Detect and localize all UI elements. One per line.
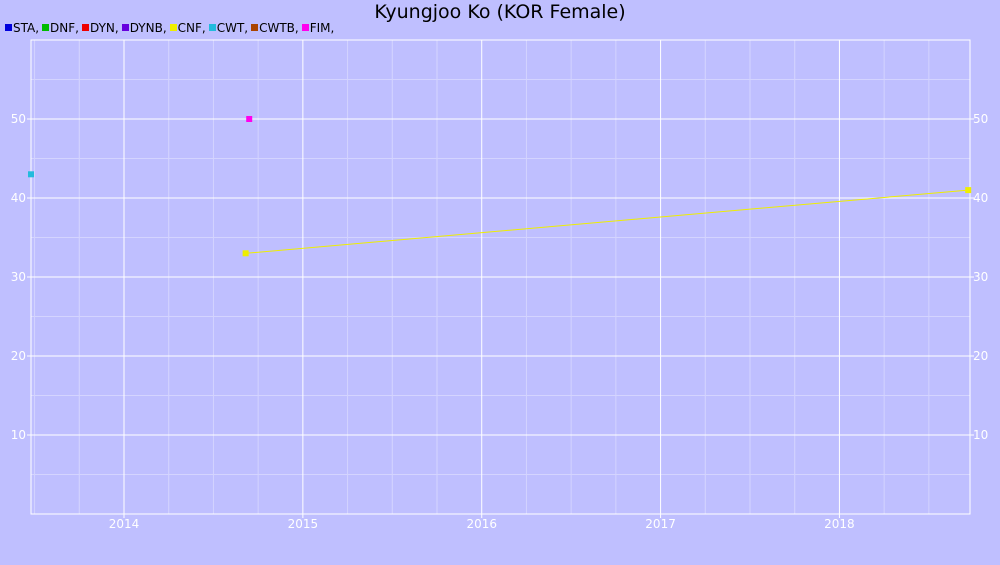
legend-item-dnf: DNF, bbox=[42, 21, 79, 35]
legend-label: DYN, bbox=[89, 21, 119, 35]
legend-swatch bbox=[81, 24, 89, 31]
legend-label: FIM, bbox=[309, 21, 335, 35]
legend-item-cwtb: CWTB, bbox=[251, 21, 299, 35]
y-tick-label: 40 bbox=[11, 191, 26, 205]
y-tick-label: 20 bbox=[11, 349, 26, 363]
y-tick-label: 30 bbox=[11, 270, 26, 284]
legend-label: DYNB, bbox=[129, 21, 167, 35]
legend-swatch bbox=[301, 24, 309, 31]
x-tick-label: 2015 bbox=[288, 517, 319, 531]
series-line-cnf bbox=[245, 189, 969, 254]
legend-label: DNF, bbox=[50, 21, 79, 35]
plot-frame bbox=[30, 39, 971, 515]
legend-item-sta: STA, bbox=[5, 21, 39, 35]
legend-item-cwt: CWT, bbox=[208, 21, 249, 35]
y-tick-label-right: 20 bbox=[973, 349, 988, 363]
legend-swatch bbox=[251, 24, 259, 31]
chart-title: Kyungjoo Ko (KOR Female) bbox=[374, 1, 626, 23]
y-tick-label-right: 50 bbox=[973, 112, 988, 126]
chart-legend: STA, DNF, DYN, DYNB, CNF, CWT, CWTB, FIM, bbox=[5, 21, 337, 35]
y-tick-label-right: 10 bbox=[973, 428, 988, 442]
y-tick-label-right: 40 bbox=[973, 191, 988, 205]
data-point-cwt bbox=[28, 171, 34, 178]
legend-item-dynb: DYNB, bbox=[121, 21, 167, 35]
y-tick-label-right: 30 bbox=[973, 270, 988, 284]
x-tick-label: 2014 bbox=[109, 517, 140, 531]
x-tick-label: 2018 bbox=[824, 517, 855, 531]
legend-swatch bbox=[121, 24, 129, 31]
y-tick-label: 50 bbox=[11, 112, 26, 126]
x-tick-label: 2017 bbox=[645, 517, 676, 531]
legend-item-fim: FIM, bbox=[301, 21, 335, 35]
legend-swatch bbox=[5, 24, 12, 31]
legend-item-dyn: DYN, bbox=[81, 21, 119, 35]
data-point-cnf bbox=[965, 187, 972, 194]
legend-label: CWTB, bbox=[259, 21, 299, 35]
legend-swatch bbox=[208, 24, 216, 31]
legend-label: CWT, bbox=[216, 21, 249, 35]
x-tick-label: 2016 bbox=[466, 517, 497, 531]
data-point-cnf bbox=[242, 250, 249, 257]
legend-swatch bbox=[169, 24, 177, 31]
legend-item-cnf: CNF, bbox=[169, 21, 206, 35]
legend-swatch bbox=[42, 24, 50, 31]
data-point-fim bbox=[246, 116, 253, 122]
legend-label: STA, bbox=[13, 21, 40, 35]
legend-label: CNF, bbox=[177, 21, 206, 35]
y-tick-label: 10 bbox=[11, 428, 26, 442]
